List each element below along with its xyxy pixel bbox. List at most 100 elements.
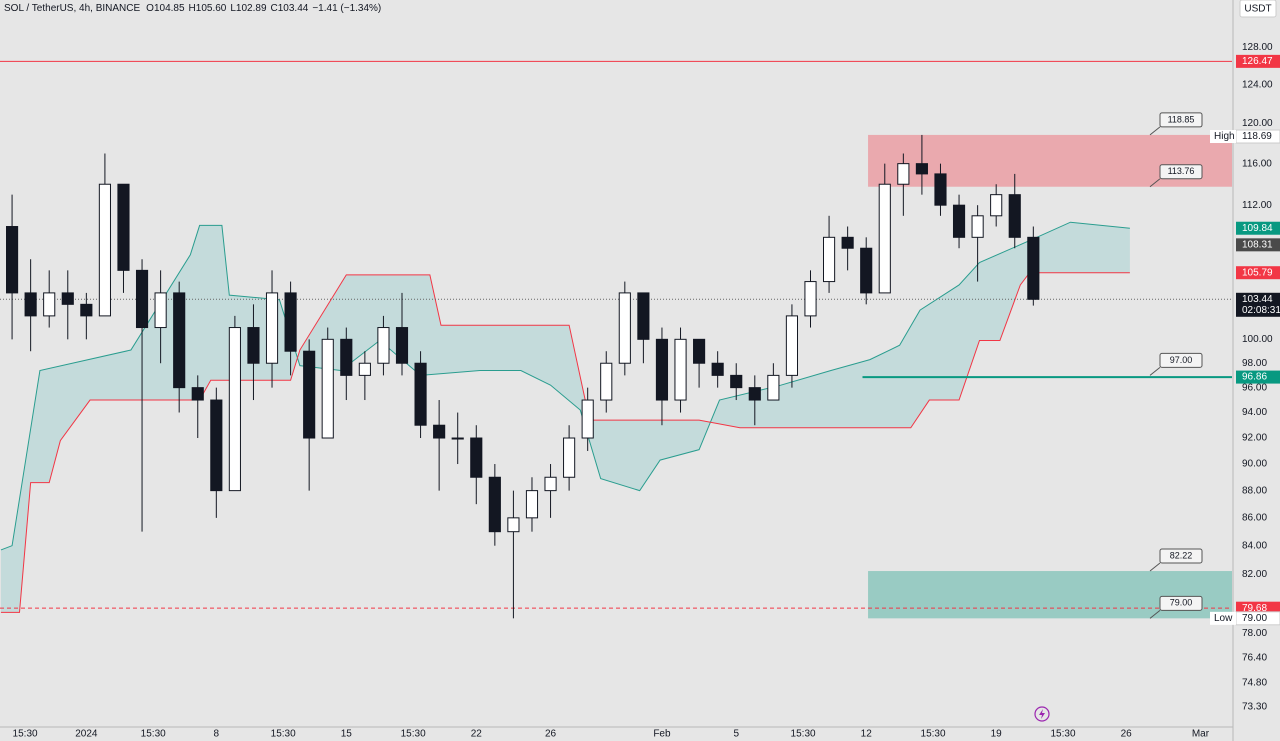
candle-body: [860, 247, 873, 294]
ohlc: L102.89: [230, 3, 267, 14]
candle-body: [507, 517, 520, 533]
price-note: High: [1214, 131, 1235, 142]
candle-body: [711, 362, 724, 376]
y-tick-label: 100.00: [1242, 334, 1273, 345]
candle-body: [98, 183, 111, 317]
price-tag: [1236, 266, 1280, 280]
price-tag-label: 108.31: [1242, 239, 1273, 250]
price-tag-label: 96.86: [1242, 372, 1267, 383]
candle-body: [284, 292, 297, 352]
currency-box[interactable]: [1239, 0, 1277, 18]
candle-body: [971, 215, 984, 238]
price-tag-label: 79.68: [1242, 603, 1267, 614]
y-tick-label: 120.00: [1242, 118, 1273, 129]
candle-body: [265, 292, 279, 364]
x-tick-label: 5: [733, 729, 739, 740]
x-tick-label: 26: [1121, 729, 1133, 740]
candle-body: [730, 374, 743, 389]
y-tick-label: 98.00: [1242, 358, 1267, 369]
candle-body: [228, 327, 241, 492]
price-tag: [1236, 370, 1280, 384]
callout-box: [1159, 352, 1203, 368]
candle-body: [655, 338, 669, 401]
x-tick-label: 15:30: [921, 729, 946, 740]
price-note-box: [1210, 130, 1236, 144]
candle-body: [990, 194, 1003, 217]
candle-body: [934, 173, 947, 206]
price-note-box: [1210, 611, 1236, 625]
candle-body: [135, 269, 149, 329]
candle-body: [767, 374, 780, 401]
candle-body: [952, 204, 966, 238]
y-tick-label: 74.80: [1242, 678, 1267, 689]
x-tick-label: 15:30: [271, 729, 296, 740]
lightning-icon[interactable]: [1034, 706, 1050, 722]
zone: [868, 571, 1232, 619]
x-tick-label: Mar: [1192, 729, 1210, 740]
cloud-line: [0, 272, 1130, 613]
candle-body: [210, 399, 223, 492]
candle-body: [173, 292, 186, 389]
y-tick-label: 112.00: [1242, 200, 1272, 211]
countdown: 02:08:31: [1242, 305, 1280, 316]
level-label: 97.00: [1170, 355, 1193, 365]
y-tick-label: 82.00: [1242, 569, 1267, 580]
x-tick-label: 15:30: [1051, 729, 1076, 740]
price-tag-label: 109.84: [1242, 223, 1273, 234]
y-tick-label: 96.00: [1242, 382, 1267, 393]
candle-body: [395, 327, 409, 364]
y-tick-label: 92.00: [1242, 433, 1267, 444]
callout-pointer: [1149, 178, 1161, 188]
price-tag: [1236, 221, 1280, 235]
zone-high-label: 82.22: [1170, 550, 1193, 560]
callout-pointer: [1149, 126, 1161, 136]
price-tag: [1236, 292, 1280, 317]
y-tick-label: 86.00: [1242, 512, 1267, 523]
candle-body: [1008, 194, 1021, 238]
candle-body: [785, 315, 799, 376]
x-tick-label: Feb: [653, 729, 671, 740]
x-tick-label: 12: [861, 729, 873, 740]
x-tick-label: 8: [214, 729, 220, 740]
y-tick-label: 90.00: [1242, 459, 1267, 470]
currency[interactable]: USDT: [1244, 4, 1271, 15]
x-tick-label: 15:30: [13, 729, 38, 740]
candle-body: [637, 292, 650, 340]
ohlc: C103.44: [271, 3, 309, 14]
ohlc: H105.60: [189, 3, 227, 14]
y-tick-label: 88.00: [1242, 485, 1267, 496]
candle-body: [488, 476, 501, 533]
callout-pointer: [1149, 562, 1161, 572]
zone-low-label: 79.00: [1170, 598, 1193, 608]
symbol: SOL / TetherUS, 4h, BINANCE: [4, 3, 140, 14]
candle-body: [804, 281, 817, 317]
price-tag-label: 103.44: [1242, 294, 1273, 305]
candle-body: [191, 387, 204, 401]
candle-body: [748, 387, 761, 401]
callout-pointer: [1149, 609, 1161, 619]
y-tick-label: 73.30: [1242, 702, 1267, 713]
candle-body: [43, 292, 56, 317]
price-note: Low: [1214, 613, 1233, 624]
candle-body: [61, 292, 74, 305]
candle-body: [433, 424, 446, 439]
candle-body: [154, 292, 167, 329]
candle-body: [358, 362, 371, 376]
candle-body: [525, 490, 539, 519]
callout-box: [1159, 164, 1203, 180]
candle-body: [581, 399, 594, 439]
candle-body: [321, 338, 334, 439]
price-tag-label: 79.00: [1242, 613, 1267, 624]
symbol-legend: SOL / TetherUS, 4h, BINANCE O104.85 H105.6…: [4, 3, 381, 14]
candle-body: [693, 338, 706, 364]
y-tick-label: 76.40: [1242, 653, 1267, 664]
candle-body: [600, 362, 613, 401]
x-tick-label: 15:30: [791, 729, 816, 740]
price-tag: [1236, 238, 1280, 252]
x-tick-label: 15:30: [401, 729, 426, 740]
candle-body: [674, 338, 687, 401]
cloud-fill: [0, 222, 1130, 613]
candle-body: [24, 292, 37, 317]
x-tick-label: 22: [471, 729, 483, 740]
